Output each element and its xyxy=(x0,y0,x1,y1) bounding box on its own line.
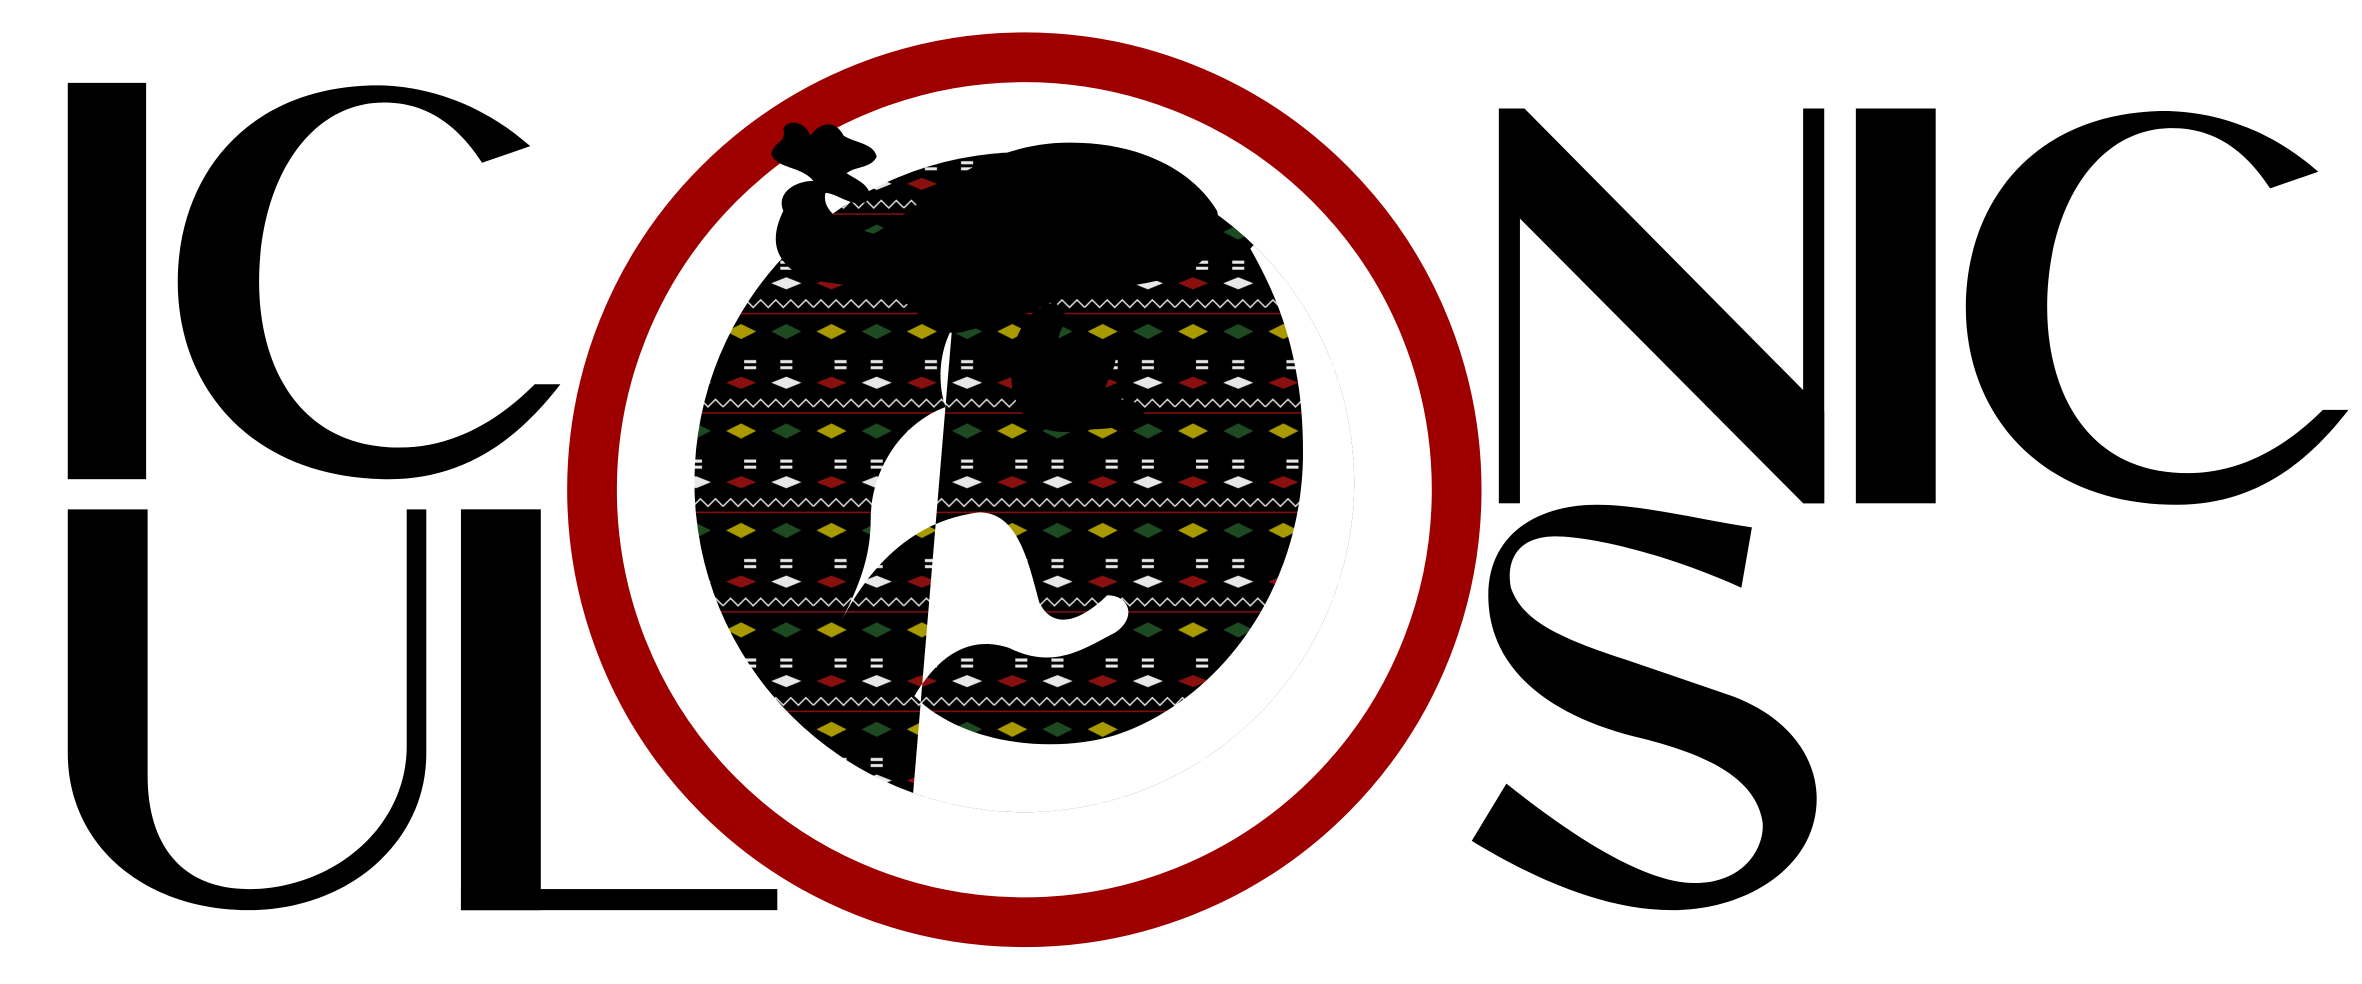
logo-word-iconic xyxy=(67,82,2349,505)
letter-i xyxy=(67,82,147,480)
letter-l-foot xyxy=(460,889,778,911)
letter-n-diagonal xyxy=(1498,108,1825,504)
letter-s xyxy=(1471,504,1817,911)
gecko-head xyxy=(771,122,1219,433)
letter-i-2 xyxy=(1855,108,1936,504)
letter-n-left xyxy=(1498,108,1520,504)
letter-c-2 xyxy=(1965,110,2349,505)
letter-u xyxy=(67,509,427,911)
gecko-emblem xyxy=(567,32,1482,948)
letter-l xyxy=(460,509,541,911)
letter-c xyxy=(177,85,561,480)
red-ring xyxy=(567,32,1482,948)
letter-n-right xyxy=(1803,108,1825,504)
logo-word-ulos xyxy=(67,504,1817,911)
